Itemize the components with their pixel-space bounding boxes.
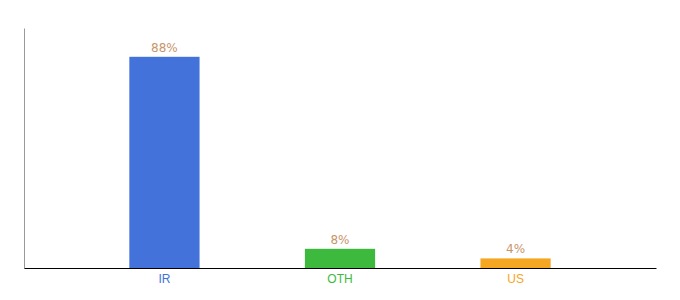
x-tick-label: US (507, 272, 524, 286)
bar (305, 249, 375, 268)
chart: IR OTH US 88% 8% 4% (0, 0, 680, 300)
bar (129, 57, 199, 268)
x-tick: IR (158, 272, 170, 286)
y-axis-line (24, 29, 25, 269)
x-axis-line (25, 268, 657, 269)
data-label: 88% (151, 41, 178, 55)
x-axis: IR OTH US (25, 269, 657, 286)
bars (129, 57, 550, 268)
bar (480, 258, 550, 268)
plot: IR OTH US 88% 8% 4% (25, 29, 657, 286)
x-tick: US (507, 272, 524, 286)
x-tick: OTH (327, 272, 352, 286)
data-labels: 88% 8% 4% (151, 41, 525, 257)
x-tick-label: OTH (327, 272, 352, 286)
x-tick-label: IR (158, 272, 170, 286)
y-axis (24, 29, 25, 269)
data-label: 4% (506, 242, 525, 256)
data-label: 8% (330, 233, 349, 247)
